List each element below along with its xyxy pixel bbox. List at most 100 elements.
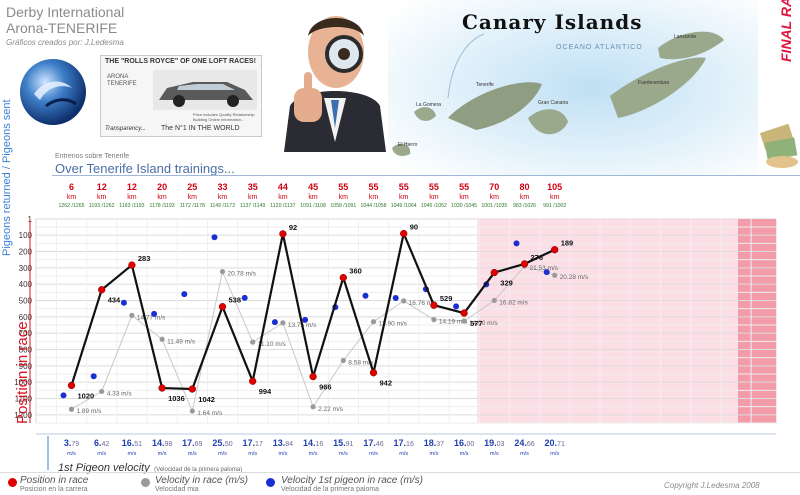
header-line-1: Derby International (6, 4, 125, 20)
pigeons-count: 1058 /1091 (330, 203, 356, 209)
header-credit: Gráficos creados por: J.Ledesma (6, 38, 124, 47)
distance-value: 45 (308, 182, 318, 192)
first-velocity-label-int: 18. (424, 438, 437, 448)
map-label-gran-canaria: Gran Canaria (538, 100, 569, 106)
distance-value: 55 (399, 182, 409, 192)
map-label-tenerife: Tenerife (476, 82, 494, 88)
velocity-label: 21.53 m/s (530, 265, 559, 272)
first-velocity-label: 17.69 (182, 438, 202, 448)
pigeons-count: 1178 /1193 (149, 203, 174, 209)
position-label: 92 (289, 223, 297, 232)
velocity-label: 1.64 m/s (197, 410, 223, 417)
position-dot (158, 384, 166, 392)
first-velocity-label: 15.91 (333, 438, 353, 448)
pigeons-count: 1001 /1035 (481, 203, 507, 209)
velocity-label: 16.82 m/s (499, 299, 528, 306)
first-velocity-label-int: 14. (303, 438, 316, 448)
velocity-dot (310, 404, 316, 410)
y-tick-label: 900 (19, 362, 33, 371)
velocity-label: 14.77 m/s (137, 314, 166, 321)
copyright: Copyright J.Ledesma 2008 (664, 481, 760, 490)
first-velocity-label: 25.50 (212, 438, 232, 448)
distance-value: 105 (547, 182, 562, 192)
first-velocity-dot (543, 269, 550, 276)
first-velocity-title-text: 1st Pigeon velocity (58, 462, 150, 474)
legend-velocity-label: Velocity in race (m/s) (155, 475, 248, 486)
distance-unit: km (429, 194, 439, 201)
first-velocity-label: 24.66 (514, 438, 534, 448)
velocity-label: 20.78 m/s (228, 271, 257, 278)
velocity-dot (219, 269, 226, 275)
pigeons-axis-label-2: Pigeons sent (1, 99, 13, 164)
distance-value: 20 (157, 182, 167, 192)
first-velocity-label-int: 13. (273, 438, 286, 448)
velocity-label: 4.33 m/s (107, 390, 133, 397)
first-velocity-label: 16.51 (122, 438, 142, 448)
first-velocity-label-dec: 03 (497, 441, 505, 448)
first-velocity-label: 13.84 (273, 438, 293, 448)
position-label: 966 (319, 383, 332, 392)
ad-sub-1: Price includes Quality Relationship (193, 112, 255, 117)
header-area: Derby International Arona-TENERIFE Gráfi… (0, 0, 800, 176)
distance-unit: km (278, 194, 288, 201)
y-tick-label: 1200 (14, 411, 32, 420)
map-title: Canary Islands (462, 10, 643, 34)
first-velocity-dot (120, 299, 127, 306)
distance-value: 33 (217, 182, 227, 192)
legend-first-dot (266, 478, 275, 487)
first-velocity-label: 14.16 (303, 438, 323, 448)
first-velocity-unit: m/s (309, 451, 318, 457)
first-velocity-label-dec: 42 (102, 441, 110, 448)
first-velocity-dot (211, 234, 218, 241)
first-velocity-dot (90, 373, 97, 380)
first-velocity-title: 1st Pigeon velocity (Velocidad de la pri… (58, 458, 242, 476)
distance-unit: km (157, 194, 167, 201)
first-velocity-unit: m/s (520, 451, 529, 457)
velocity-label: 14.19 m/s (439, 319, 468, 326)
pigeons-count: 983 /1026 (513, 203, 536, 209)
ad-title: THE "ROLLS ROYCE" OF ONE LOFT RACES! (105, 58, 256, 65)
first-velocity-unit: m/s (339, 451, 348, 457)
first-velocity-unit: m/s (218, 451, 227, 457)
first-velocity-dot (453, 303, 460, 310)
pigeons-count: 1193 /1193 (119, 203, 144, 209)
position-dot (67, 381, 76, 390)
trainings-title: Over Tenerife Island trainings... (55, 161, 235, 176)
first-velocity-label-dec: 37 (436, 441, 444, 448)
legend-position-label: Position in race (20, 475, 89, 486)
position-dot (520, 260, 529, 268)
money-illustration (758, 118, 800, 170)
velocity-label: 1.89 m/s (77, 408, 103, 415)
first-velocity-label-dec: 16 (406, 441, 414, 448)
position-dot (430, 301, 438, 309)
velocity-label: 11.10 m/s (258, 341, 287, 348)
first-velocity-label: 17.46 (363, 438, 383, 448)
distance-value: 6 (69, 182, 74, 192)
position-dot (218, 303, 227, 311)
first-velocity-unit: m/s (399, 451, 408, 457)
first-velocity-label-dec: 79 (71, 441, 79, 448)
velocity-dot (431, 317, 437, 323)
position-label: 90 (410, 223, 418, 232)
position-label: 994 (259, 387, 272, 396)
distance-value: 12 (97, 182, 107, 192)
legend: Position in race Posicion en la carrera … (0, 472, 800, 495)
final-race-zone-dark (738, 219, 776, 423)
first-velocity-label-int: 19. (484, 438, 497, 448)
distance-unit: km (308, 194, 318, 201)
globe-logo (16, 54, 90, 128)
position-label: 276 (531, 253, 544, 262)
position-label: 529 (440, 294, 453, 303)
y-tick-label: 600 (19, 313, 33, 322)
distance-unit: km (127, 194, 137, 201)
ad-logo: ARONA TENERIFE (107, 74, 137, 87)
first-velocity-label-int: 24. (514, 438, 527, 448)
first-velocity-unit: m/s (248, 451, 257, 457)
position-label: 1042 (198, 395, 215, 404)
first-velocity-dot (302, 316, 309, 323)
first-velocity-label-int: 17. (394, 438, 407, 448)
first-velocity-dot (392, 294, 399, 301)
pigeons-count: 1120 /1137 (270, 203, 295, 209)
first-velocity-label-int: 17. (363, 438, 376, 448)
velocity-label: 20.28 m/s (560, 274, 589, 281)
